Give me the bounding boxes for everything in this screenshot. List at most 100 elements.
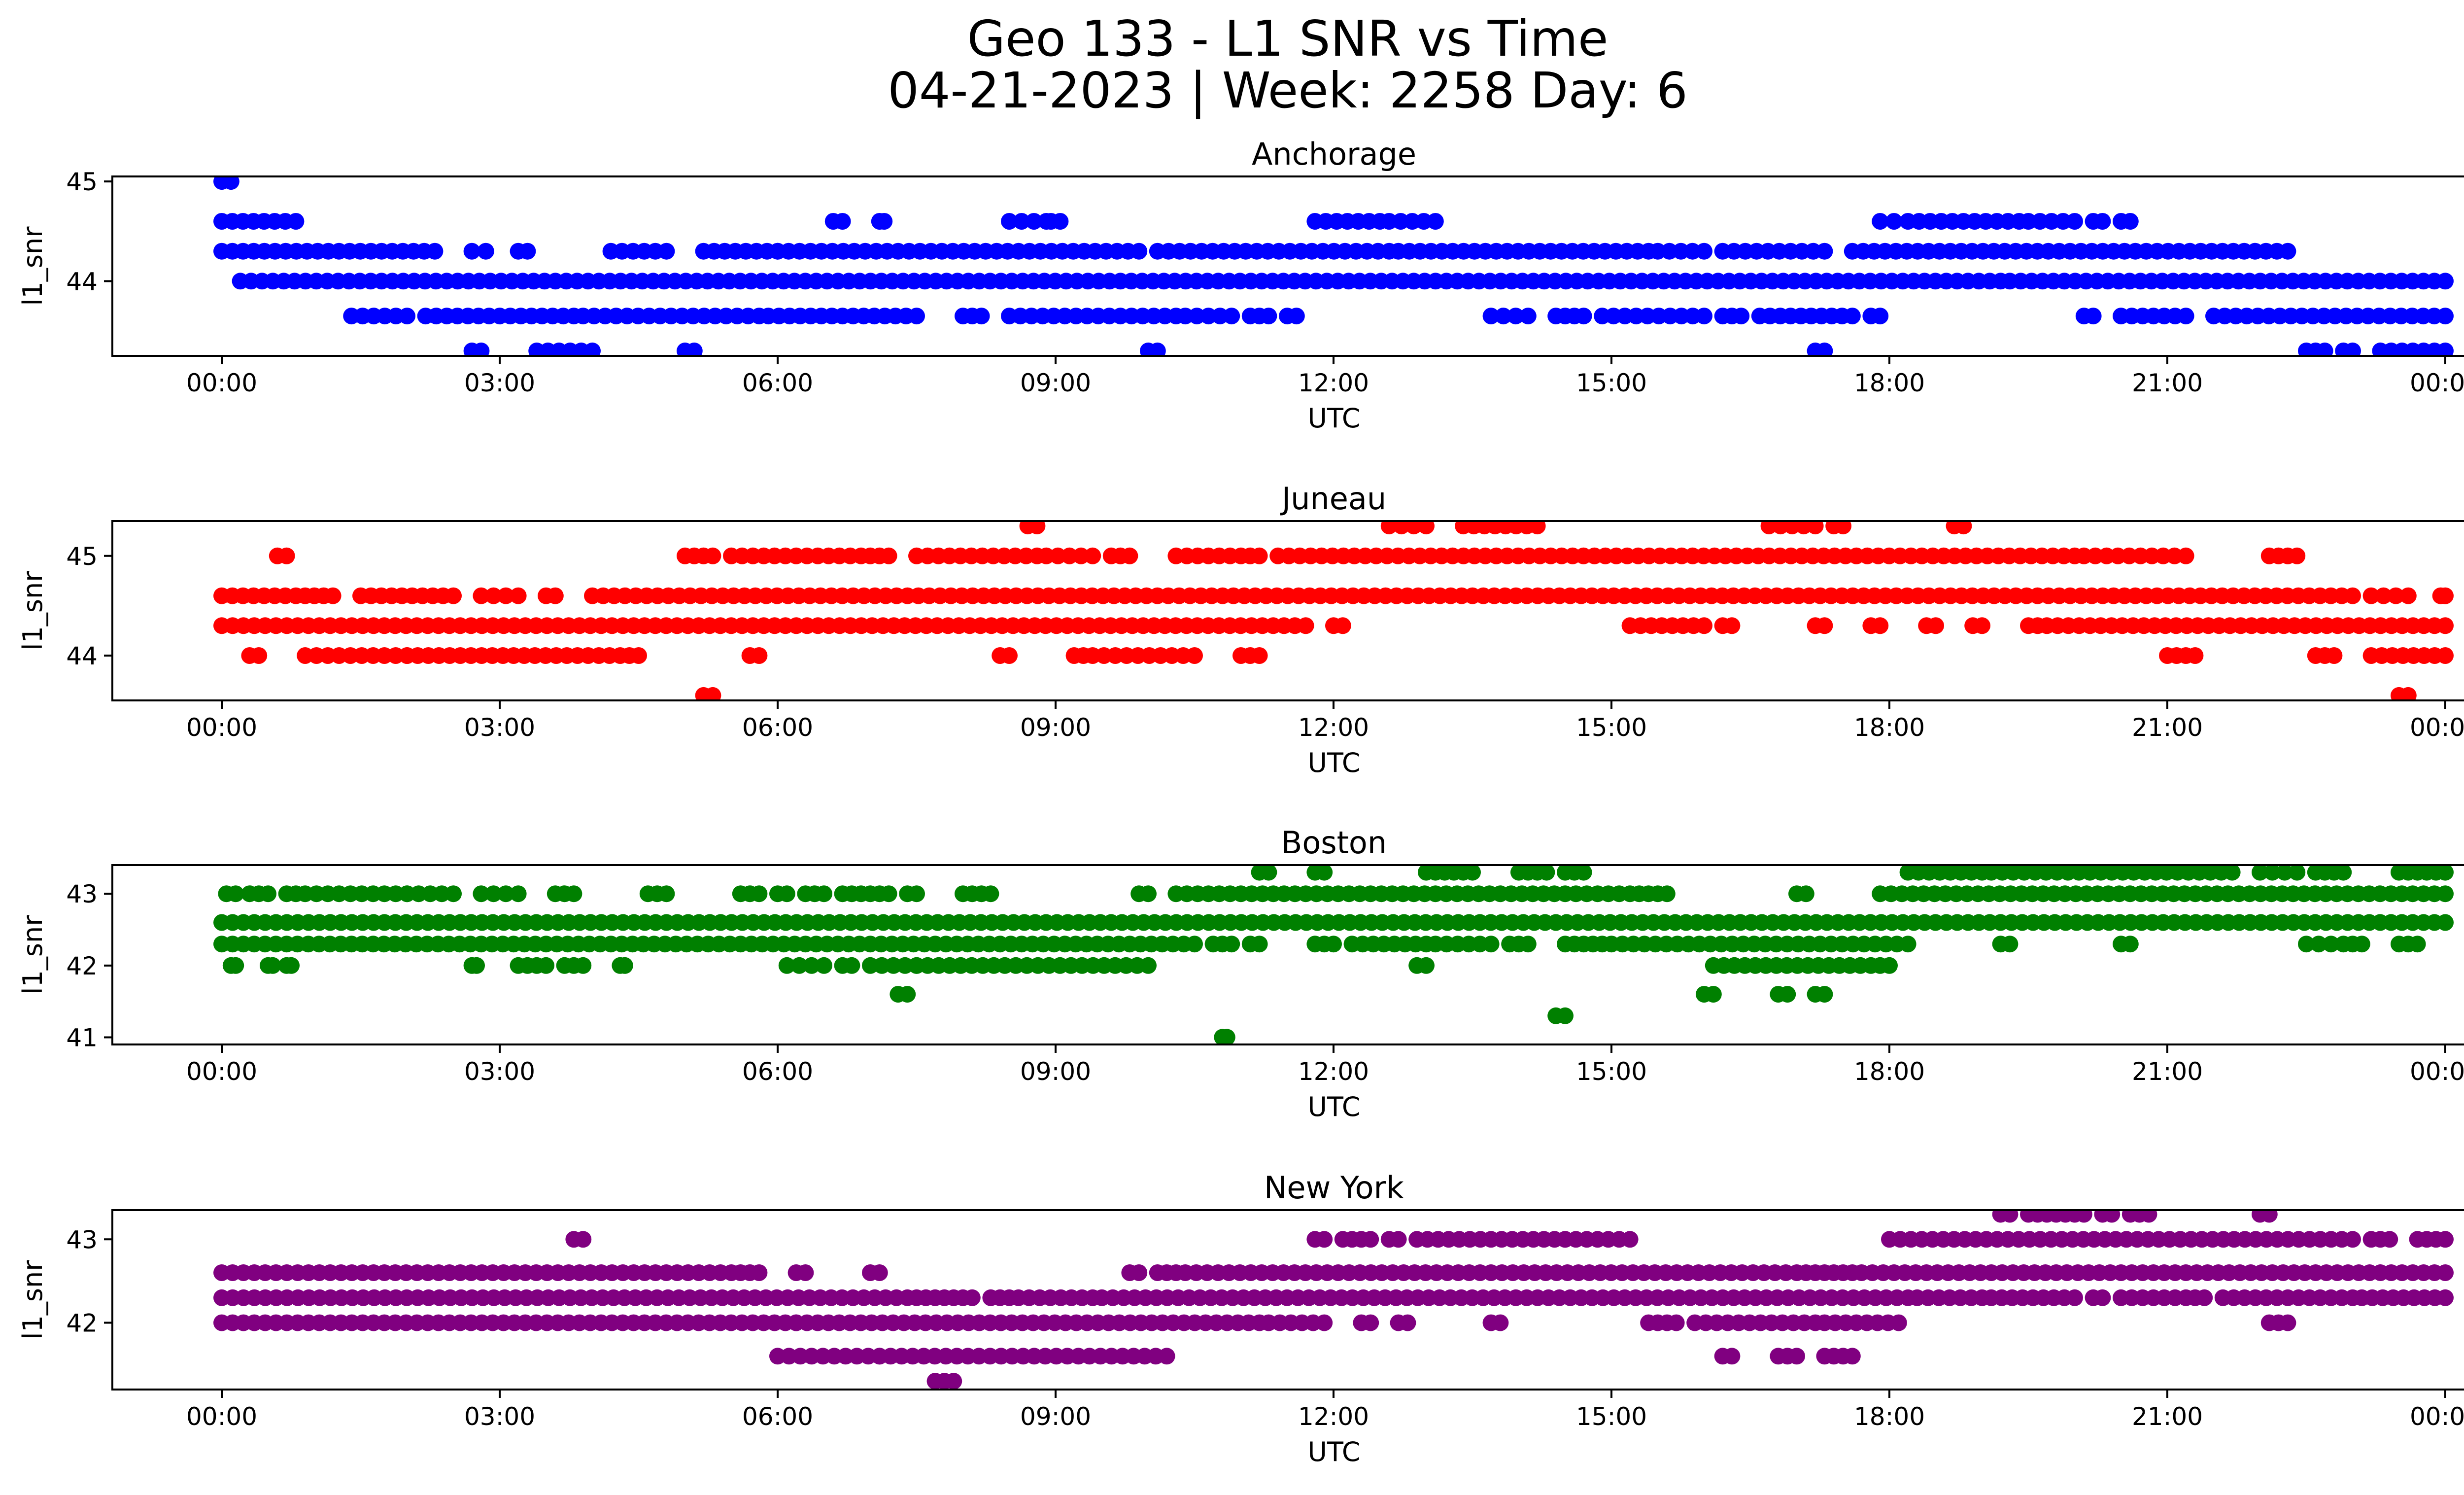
boston-point [1557,1007,1574,1024]
anchorage-point [463,243,480,260]
anchorage-x-axis-label: UTC [1307,403,1360,434]
anchorage-points [213,176,2454,356]
new-york-x-tick-label: 15:00 [1576,1402,1647,1431]
juneau-point [1835,521,1851,535]
boston-point [2224,865,2241,881]
boston-point [1779,986,1796,1003]
boston-point [862,957,879,974]
juneau-point [1251,647,1268,664]
boston-point [2276,865,2293,881]
anchorage-point [973,308,990,325]
new-york-x-tick-label: 12:00 [1298,1402,1369,1431]
boston-point [885,957,902,974]
boston-point [1816,986,1833,1003]
boston-point [790,957,808,974]
juneau-point [547,587,564,604]
new-york-y-tick-label: 42 [66,1309,98,1338]
juneau-x-tick-label: 06:00 [742,713,813,742]
anchorage-point [477,243,494,260]
boston-x-tick-label: 03:00 [464,1057,535,1086]
new-york-point [2437,1264,2454,1281]
anchorage-point [1844,308,1861,325]
anchorage-point [1696,308,1712,325]
new-york-point [2279,1314,2296,1331]
boston-point [445,885,462,903]
anchorage-point [1816,243,1833,260]
boston-x-tick-label: 06:00 [742,1057,813,1086]
anchorage-point [876,213,893,230]
juneau-point [1807,521,1824,535]
boston-point [658,885,675,903]
boston-point [538,957,554,974]
boston-y-tick-label: 41 [66,1023,98,1052]
new-york-title: New York [1264,1170,1404,1206]
boston-point [575,957,592,974]
juneau-point [2437,617,2454,634]
anchorage-point [2177,308,2194,325]
boston-point [982,885,999,903]
new-york-x-tick-label: 18:00 [1854,1402,1925,1431]
anchorage-point [1392,213,1409,230]
boston-point [1658,885,1676,903]
anchorage-point [2054,213,2072,230]
anchorage-x-tick-label: 00:00 [186,369,257,397]
new-york-point [2075,1210,2092,1223]
new-york-point [871,1264,888,1281]
juneau-point [2177,547,2194,564]
new-york-point [1844,1348,1861,1365]
new-york-point [963,1289,981,1306]
juneau-x-tick-label: 21:00 [2132,713,2203,742]
juneau-point [2387,587,2404,604]
boston-point [399,885,415,903]
boston-point [227,957,244,974]
anchorage-point [1052,213,1069,230]
anchorage-point [287,213,305,230]
boston-x-tick-label: 12:00 [1298,1057,1369,1086]
boston-point [433,885,450,903]
boston-point [778,885,795,903]
boston-point [778,957,795,974]
juneau-point [2362,587,2380,604]
boston-point [410,885,427,903]
juneau-point [1038,547,1055,564]
anchorage-point [2043,213,2060,230]
anchorage-point [1260,308,1277,325]
boston-x-axis-label: UTC [1307,1091,1360,1122]
anchorage-point [2094,213,2111,230]
new-york-point [1390,1231,1407,1248]
boston-x-tick-label: 15:00 [1576,1057,1647,1086]
new-york-point [2437,1289,2454,1306]
juneau-point [1723,617,1741,634]
anchorage-point [1495,308,1512,325]
anchorage-point [1575,308,1592,325]
anchorage-point [1673,243,1689,260]
boston-x-tick-label: 18:00 [1854,1057,1925,1086]
juneau-point [1061,547,1078,564]
boston-y-tick-label: 42 [66,952,98,980]
juneau-point [1974,617,1990,634]
juneau-point [2437,647,2454,664]
boston-point [2437,885,2454,903]
boston-x-tick-label: 09:00 [1020,1057,1091,1086]
juneau-point [497,587,514,604]
new-york-point [1890,1314,1907,1331]
anchorage-x-tick-label: 06:00 [742,369,813,397]
anchorage-title: Anchorage [1252,136,1416,172]
anchorage-y-axis-label: l1_snr [17,226,48,306]
boston-title: Boston [1281,825,1387,861]
new-york-point [1362,1314,1379,1331]
juneau-point [704,687,721,700]
anchorage-point [584,342,601,356]
anchorage-point [2066,213,2083,230]
anchorage-point [1885,213,1903,230]
boston-point [816,885,832,903]
boston-x-tick-label: 00:00 [2410,1057,2464,1086]
juneau-point [510,587,527,604]
anchorage-point [2316,342,2333,356]
anchorage-point [1188,308,1205,325]
new-york-point [1158,1348,1175,1365]
anchorage-point [2437,273,2454,290]
new-york-point [2437,1231,2454,1248]
